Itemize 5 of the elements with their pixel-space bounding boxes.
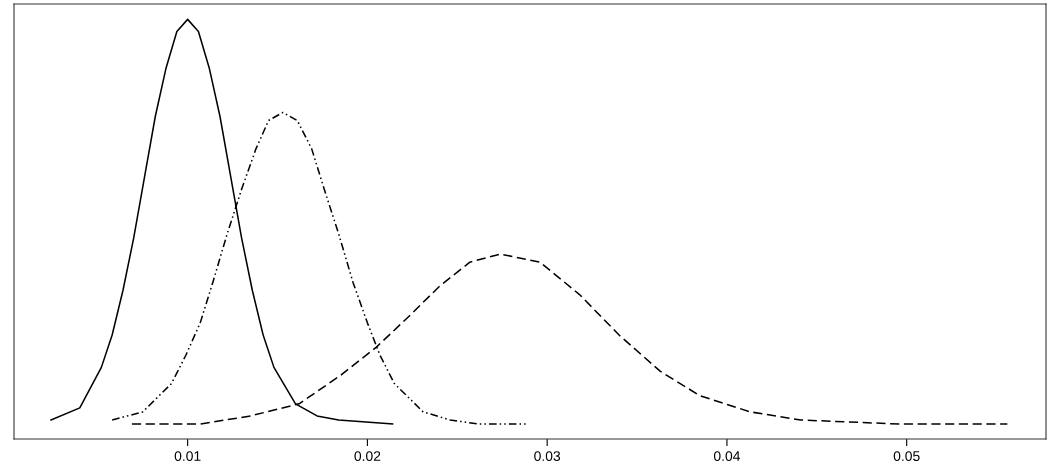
x-tick-label: 0.03 (534, 451, 561, 462)
x-tick-label: 0.02 (354, 451, 381, 462)
x-tick-label: 0.04 (713, 451, 741, 462)
x-tick-label: 0.01 (174, 451, 201, 462)
x-tick-label: 0.05 (893, 451, 920, 462)
